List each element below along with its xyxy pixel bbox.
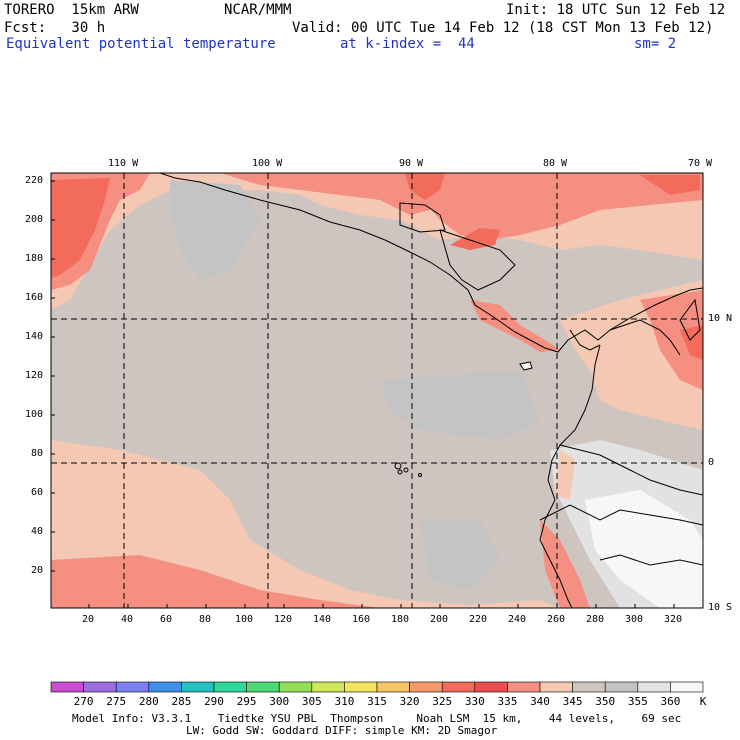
colorbar-label: 295	[236, 695, 257, 708]
colorbar-label: 325	[432, 695, 453, 708]
y-tick-label: 120	[25, 370, 44, 381]
lon-label-90w: 90 W	[399, 158, 424, 169]
lon-label-100w: 100 W	[252, 158, 283, 169]
y-tick-label: 40	[31, 526, 44, 537]
colorbar-swatch	[83, 681, 117, 693]
theta-e-field	[51, 173, 703, 608]
colorbar-swatch	[213, 681, 247, 693]
colorbar-swatch	[572, 681, 606, 693]
y-tick-label: 80	[31, 448, 44, 459]
colorbar-label: 330	[464, 695, 485, 708]
colorbar-swatch	[474, 681, 508, 693]
model-info-line1: Model Info: V3.3.1 Tiedtke YSU PBL Thomp…	[72, 712, 682, 725]
y-tick-label: 200	[25, 214, 44, 225]
x-tick-label: 40	[121, 614, 134, 625]
lat-label-0: 0	[708, 457, 715, 468]
colorbar-label: 305	[301, 695, 322, 708]
colorbar	[50, 681, 704, 693]
field-name: Equivalent potential temperature	[6, 36, 276, 52]
init-time: Init: 18 UTC Sun 12 Feb 12	[506, 2, 726, 18]
x-tick-label: 300	[625, 614, 644, 625]
y-tick-label: 60	[31, 487, 44, 498]
x-tick-label: 280	[586, 614, 605, 625]
y-tick-label: 180	[25, 253, 44, 264]
level-info: at k-index = 44	[340, 36, 475, 52]
model-name: TORERO 15km ARW	[4, 2, 139, 18]
lon-label-70w: 70 W	[688, 158, 713, 169]
colorbar-label: 310	[334, 695, 355, 708]
x-tick-label: 200	[430, 614, 449, 625]
lat-label-10s: 10 S	[708, 602, 733, 613]
lat-lon-grid	[51, 173, 703, 608]
colorbar-label: 300	[269, 695, 290, 708]
model-info-line2: LW: Godd SW: Goddard DIFF: simple KM: 2D…	[186, 724, 498, 737]
colorbar-swatch	[376, 681, 410, 693]
lon-label-80w: 80 W	[543, 158, 568, 169]
x-tick-label: 180	[391, 614, 410, 625]
y-tick-label: 100	[25, 409, 44, 420]
colorbar-label: 345	[562, 695, 583, 708]
colorbar-label: 275	[106, 695, 127, 708]
x-tick-label: 320	[664, 614, 683, 625]
colorbar-swatch	[507, 681, 541, 693]
colorbar-label: 285	[171, 695, 192, 708]
colorbar-label: 340	[530, 695, 550, 708]
colorbar-unit: K	[699, 695, 707, 708]
x-tick-label: 100	[235, 614, 254, 625]
colorbar-swatch	[148, 681, 182, 693]
x-tick-label: 240	[508, 614, 527, 625]
colorbar-label: 355	[627, 695, 648, 708]
colorbar-swatch	[441, 681, 476, 693]
colorbar-label: 280	[138, 695, 159, 708]
colorbar-label: 315	[367, 695, 387, 708]
colorbar-swatch	[344, 681, 378, 693]
x-tick-label: 140	[313, 614, 332, 625]
colorbar-swatch	[670, 681, 704, 693]
coastlines	[159, 173, 703, 608]
x-tick-label: 20	[82, 614, 95, 625]
colorbar-label: 360	[660, 695, 681, 708]
colorbar-swatch	[311, 681, 345, 693]
forecast-hour: Fcst: 30 h	[4, 20, 106, 36]
colorbar-label: 320	[399, 695, 420, 708]
y-tick-label: 140	[25, 331, 44, 342]
colorbar-label: 270	[73, 695, 94, 708]
x-tick-label: 160	[352, 614, 371, 625]
colorbar-swatch	[181, 681, 215, 693]
axis-ticks	[51, 180, 675, 608]
y-tick-label: 20	[31, 565, 44, 576]
colorbar-swatch	[409, 681, 443, 693]
colorbar-label: 290	[204, 695, 224, 708]
colorbar-swatch	[604, 681, 639, 693]
colorbar-swatch	[278, 681, 313, 693]
x-tick-label: 220	[469, 614, 488, 625]
colorbar-swatch	[539, 681, 573, 693]
colorbar-swatch	[246, 681, 280, 693]
x-tick-label: 120	[274, 614, 293, 625]
valid-time: Valid: 00 UTC Tue 14 Feb 12 (18 CST Mon …	[292, 20, 714, 36]
y-tick-label: 160	[25, 292, 44, 303]
smoothing-info: sm= 2	[634, 36, 677, 52]
center-name: NCAR/MMM	[224, 2, 292, 18]
x-tick-label: 260	[547, 614, 566, 625]
y-tick-label: 220	[25, 175, 44, 186]
colorbar-swatch	[115, 681, 150, 693]
colorbar-swatch	[637, 681, 671, 693]
x-tick-label: 80	[199, 614, 212, 625]
lat-label-10n: 10 N	[708, 313, 733, 324]
colorbar-swatch	[50, 681, 84, 693]
colorbar-label: 350	[595, 695, 616, 708]
colorbar-label: 335	[497, 695, 518, 708]
lon-label-110w: 110 W	[108, 158, 139, 169]
x-tick-label: 60	[160, 614, 173, 625]
map-frame	[50, 172, 704, 609]
